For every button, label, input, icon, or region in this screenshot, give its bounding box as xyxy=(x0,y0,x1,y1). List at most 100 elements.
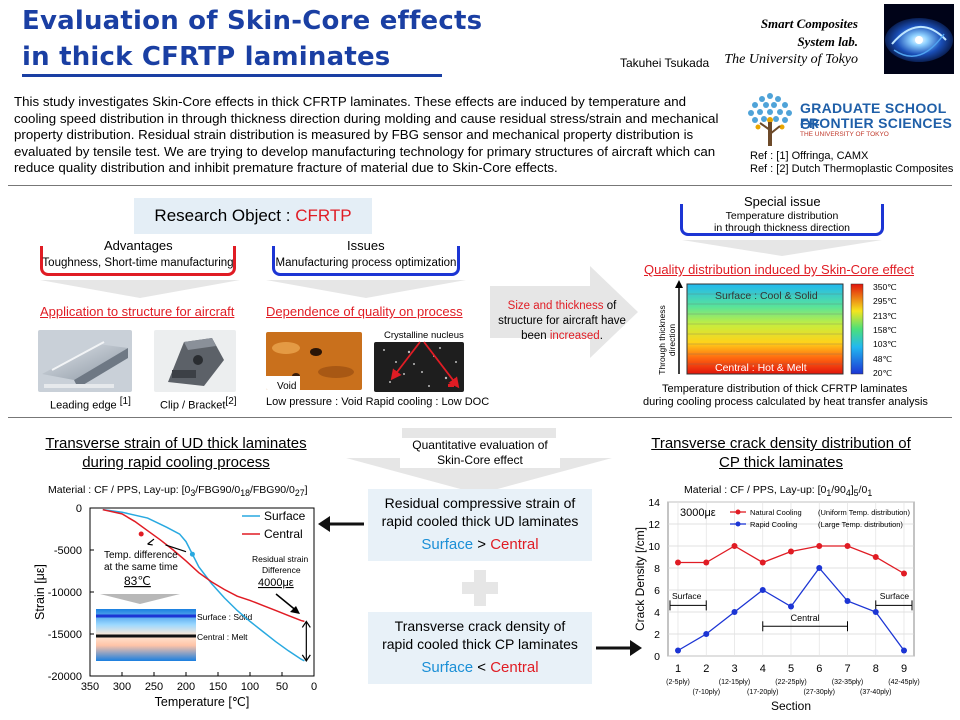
x-tick-label: 4 xyxy=(760,663,766,675)
down-arrow-icon xyxy=(40,280,240,298)
void-label: Void xyxy=(277,381,297,392)
y-axis-label: Strain [με] xyxy=(33,564,47,620)
leading-edge-photo xyxy=(38,330,132,392)
school-name-line-3: THE UNIVERSITY OF TOKYO xyxy=(800,131,889,138)
legend-label: Rapid Cooling xyxy=(750,520,797,529)
y-tick-label: 0 xyxy=(76,503,82,515)
ply-range-label: (2-5ply) xyxy=(666,679,690,686)
legend-label-surface: Surface xyxy=(264,509,306,523)
x-tick-label: 7 xyxy=(844,663,850,675)
series-line-central xyxy=(102,508,305,623)
special-issue-line-1: Temperature distribution xyxy=(725,210,839,222)
x-tick-label: 2 xyxy=(703,663,709,675)
crack-chart: 0 2 4 6 8 10 12 14 1 (2-5ply) 2 (7-10ply) 3 (12-15ply… xyxy=(633,497,920,713)
lab-university: The University of Tokyo xyxy=(724,52,858,67)
advantages-box xyxy=(40,246,236,276)
x-tick-label: 300 xyxy=(113,681,131,693)
x-tick-label: 50 xyxy=(276,681,288,693)
data-point-natural xyxy=(675,559,681,566)
annotation-arrow-icon xyxy=(147,538,155,546)
data-point-rapid xyxy=(816,565,823,571)
series-line-surface xyxy=(102,508,305,662)
strain-material-text: Material : CF / PPS, Lay-up: [03/FBG90/0… xyxy=(48,484,308,499)
divider-top xyxy=(8,185,952,186)
x-tick-label: 3 xyxy=(731,663,737,675)
data-point-rapid xyxy=(844,598,851,604)
crack-chart-title: Transverse crack density distribution of… xyxy=(651,435,911,471)
data-point-natural xyxy=(844,543,851,549)
temperature-scale-label: 48℃ xyxy=(873,353,893,364)
legend-label: Natural Cooling xyxy=(750,508,802,517)
data-point-rapid xyxy=(703,631,710,637)
divider-middle xyxy=(8,417,952,418)
strain-level-label: 3000με xyxy=(680,507,716,519)
inset-surface-label: Surface : Solid xyxy=(197,612,253,622)
title-line-2: in thick CFRTP laminates xyxy=(22,42,391,72)
x-tick-label: 5 xyxy=(788,663,794,675)
void-micrograph xyxy=(266,332,362,390)
y-tick-label: 8 xyxy=(654,563,660,575)
x-tick-label: 150 xyxy=(209,681,227,693)
x-tick-label: 350 xyxy=(81,681,99,693)
school-name-line-1: GRADUATE SCHOOL OF xyxy=(800,100,947,132)
x-tick-label: 6 xyxy=(816,663,822,675)
y-tick-label: 2 xyxy=(654,629,660,641)
ply-range-label: (27-30ply) xyxy=(803,689,835,696)
ply-range-label: (37-40ply) xyxy=(860,689,892,696)
research-object-target: CFRTP xyxy=(295,206,352,225)
lab-name-line-1: Smart Composites xyxy=(760,16,858,31)
legend-label-central: Central xyxy=(264,527,303,541)
research-object-box: Research Object : CFRTP xyxy=(134,198,372,234)
x-tick-label: 9 xyxy=(901,663,907,675)
y-tick-label: 0 xyxy=(654,651,660,663)
down-arrow-icon xyxy=(266,280,466,298)
temp-diff-value: 83℃ xyxy=(124,574,151,588)
y-axis-label: Crack Density [/cm] xyxy=(633,527,647,631)
x-tick-label: 100 xyxy=(241,681,259,693)
special-issue-result: Quality distribution induced by Skin-Cor… xyxy=(644,262,915,277)
x-tick-label: 250 xyxy=(145,681,163,693)
temperature-scale-label: 295℃ xyxy=(873,296,897,307)
issues-title: Issues xyxy=(341,238,391,253)
temp-diff-line-1: Temp. difference xyxy=(104,550,178,561)
down-arrow-icon xyxy=(682,240,882,256)
x-axis-label: Section xyxy=(771,699,811,713)
contour-caption-line-2: during cooling process calculated by hea… xyxy=(643,396,928,408)
data-point-natural xyxy=(788,548,794,555)
data-point-natural xyxy=(872,554,879,560)
legend-note: (Uniform Temp. distribution) xyxy=(818,508,910,517)
annotation-arrow-icon xyxy=(165,544,187,553)
school-name-line-2: FRONTIER SCIENCES xyxy=(800,115,953,131)
x-tick-label: 0 xyxy=(311,681,317,693)
special-issue-box xyxy=(680,204,884,236)
legend-marker xyxy=(735,509,741,515)
data-point-natural xyxy=(816,543,823,549)
y-tick-label: 14 xyxy=(648,497,660,509)
data-point-natural xyxy=(703,559,710,566)
plus-icon xyxy=(462,570,498,606)
contour-caption-line-1: Temperature distribution of thick CFRTP … xyxy=(662,383,908,395)
ply-range-label: (17-20ply) xyxy=(747,689,779,696)
issues-body: Manufacturing process optimization xyxy=(275,257,457,269)
x-tick-label: 1 xyxy=(675,663,681,675)
data-point-rapid xyxy=(788,603,794,610)
surface-right-label: Surface xyxy=(880,591,910,601)
advantages-title: Advantages xyxy=(98,238,179,253)
intro-paragraph: This study investigates Skin-Core effect… xyxy=(14,94,719,176)
pointer-arrows-icon xyxy=(390,341,460,389)
strain-chart: 350 300 250 200 150 100 50 0 0 -5000 -10000 -15000 -… xyxy=(33,503,317,709)
temperature-scale-label: 350℃ xyxy=(873,282,897,292)
crystalline-label: Crystalline nucleus xyxy=(384,330,464,341)
contour-central-label: Central : Hot & Melt xyxy=(715,362,807,374)
y-tick-label: 6 xyxy=(654,585,660,597)
left-arrow-icon xyxy=(318,516,364,532)
advantages-result: Application to structure for aircraft xyxy=(40,304,235,319)
y-tick-label: -10000 xyxy=(48,587,82,599)
y-tick-label: -5000 xyxy=(54,545,82,557)
crack-material-text: Material : CF / PPS, Lay-up: [01/904]5/0… xyxy=(684,484,873,499)
right-arrow-small-icon xyxy=(596,640,642,656)
lab-name-line-2: System lab. xyxy=(797,34,858,49)
temperature-scale-label: 20℃ xyxy=(873,367,893,378)
strain-chart-title: Transverse strain of UD thick laminates d… xyxy=(45,435,307,471)
y-tick-label: 10 xyxy=(648,541,660,553)
